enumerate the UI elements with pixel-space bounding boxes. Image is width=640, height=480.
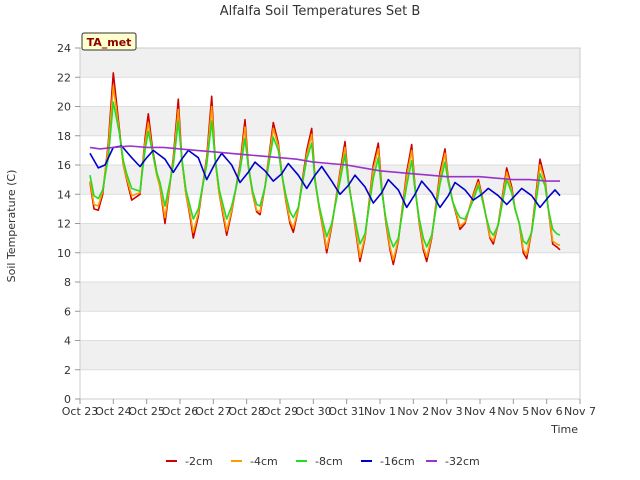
- background-band: [80, 194, 580, 224]
- chart-title: Alfalfa Soil Temperatures Set B: [220, 4, 421, 19]
- background-band: [80, 311, 580, 341]
- series-line-8cm: [89, 101, 561, 248]
- background-band: [80, 282, 580, 312]
- ta-met-badge: TA_met: [81, 32, 137, 51]
- legend-label: -32cm: [445, 455, 480, 468]
- y-tick-label: 8: [64, 276, 71, 289]
- x-tick-label: Oct 28: [228, 405, 265, 418]
- x-tick-label: Oct 26: [162, 405, 199, 418]
- legend-label: -8cm: [315, 455, 343, 468]
- y-tick-label: 16: [57, 159, 71, 172]
- x-axis-label: Time: [550, 423, 578, 436]
- background-band: [80, 48, 580, 78]
- x-tick-label: Oct 24: [95, 405, 132, 418]
- y-tick-label: 6: [64, 305, 71, 318]
- badge-box: [81, 32, 137, 51]
- y-tick-label: 18: [57, 130, 71, 143]
- legend-label: -4cm: [250, 455, 278, 468]
- y-tick-label: 12: [57, 218, 71, 231]
- x-tick-label: Oct 30: [295, 405, 332, 418]
- x-tick-label: Nov 3: [431, 405, 463, 418]
- x-tick-label: Nov 1: [364, 405, 396, 418]
- legend: -2cm -4cm -8cm -16cm -32cm: [166, 455, 480, 468]
- y-tick-label: 20: [57, 101, 71, 114]
- background-band: [80, 369, 580, 399]
- y-tick-label: 24: [57, 42, 71, 55]
- legend-label: -2cm: [185, 455, 213, 468]
- x-tick-label: Oct 27: [195, 405, 232, 418]
- x-tick-label: Oct 29: [262, 405, 299, 418]
- y-axis-label: Soil Temperature (C): [5, 170, 18, 283]
- background-band: [80, 340, 580, 370]
- x-tick-label: Oct 25: [128, 405, 165, 418]
- background-band: [80, 252, 580, 282]
- background-band: [80, 135, 580, 165]
- legend-label: -16cm: [380, 455, 415, 468]
- y-tick-label: 10: [57, 247, 71, 260]
- x-tick-label: Oct 23: [62, 405, 99, 418]
- y-tick-label: 22: [57, 71, 71, 84]
- x-tick-label: Oct 31: [328, 405, 365, 418]
- badge-label: TA_met: [87, 36, 132, 49]
- x-tick-label: Nov 2: [397, 405, 429, 418]
- series-line-32cm: [89, 145, 560, 182]
- background-band: [80, 77, 580, 107]
- y-tick-label: 14: [57, 188, 71, 201]
- x-tick-label: Nov 7: [564, 405, 596, 418]
- background-band: [80, 106, 580, 136]
- plot-background: [80, 48, 580, 399]
- y-tick-label: 0: [64, 393, 71, 406]
- x-tick-label: Nov 5: [497, 405, 529, 418]
- y-tick-label: 4: [64, 335, 71, 348]
- x-tick-label: Nov 4: [464, 405, 496, 418]
- series-line-16cm: [89, 145, 561, 209]
- y-tick-label: 2: [64, 364, 71, 377]
- series-lines: [89, 72, 561, 266]
- x-tick-label: Nov 6: [531, 405, 563, 418]
